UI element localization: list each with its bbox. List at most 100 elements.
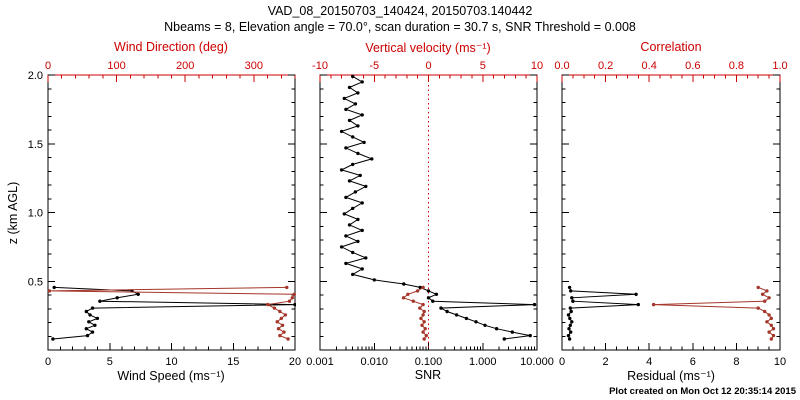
correlation-marker xyxy=(763,309,767,314)
wind-speed-marker xyxy=(136,292,140,296)
vertical-velocity-marker xyxy=(411,299,415,303)
wind-speed-marker xyxy=(85,333,90,338)
wind-speed-marker xyxy=(115,296,119,300)
wind-speed-marker xyxy=(84,327,89,331)
correlation-marker xyxy=(771,333,776,338)
correlation-marker xyxy=(767,330,771,334)
vertical-velocity-marker xyxy=(419,316,423,321)
x-tick-label: 0 xyxy=(45,356,51,368)
wind-direction-axis-title: Wind Direction (deg) xyxy=(114,40,228,54)
x-tick-label: 10 xyxy=(165,356,177,368)
snr-profile-marker xyxy=(510,330,514,334)
top-tick-label: 200 xyxy=(176,60,194,72)
correlation-marker xyxy=(756,306,760,310)
correlation-marker xyxy=(769,337,773,341)
vertical-velocity-marker xyxy=(418,306,422,310)
x-tick-label: 8 xyxy=(733,356,739,368)
vertical-velocity-line xyxy=(402,286,427,340)
wind-direction-marker xyxy=(292,292,296,296)
residual-marker xyxy=(570,320,574,324)
x-tick-label: 0.010 xyxy=(360,356,388,368)
snr-profile-marker xyxy=(474,320,478,324)
wind-speed-marker xyxy=(84,309,89,314)
wind-direction-marker xyxy=(278,333,282,338)
snr-profile-marker xyxy=(364,184,368,189)
vertical-velocity-marker xyxy=(421,313,425,317)
wind-speed-marker xyxy=(95,316,100,321)
panel-frame xyxy=(561,74,781,351)
top-tick-label: 10 xyxy=(531,60,543,72)
wind-speed-axis-title: Wind Speed (ms⁻¹) xyxy=(117,369,225,383)
correlation-marker xyxy=(767,296,771,300)
residual-marker xyxy=(566,333,571,338)
x-tick-label: 6 xyxy=(690,356,696,368)
snr-profile-marker xyxy=(360,80,364,84)
y-tick-label: 1.0 xyxy=(28,208,43,220)
wind-speed-line xyxy=(52,286,296,340)
x-tick-label: 0 xyxy=(559,356,565,368)
snr-profile-marker xyxy=(358,173,362,178)
vertical-velocity-marker xyxy=(401,296,406,300)
top-tick-label: 0 xyxy=(425,60,431,72)
wind-speed-marker xyxy=(90,306,95,310)
correlation-marker xyxy=(769,316,773,321)
wind-direction-marker xyxy=(290,296,294,300)
snr-profile-marker xyxy=(454,313,459,317)
wind-direction-marker xyxy=(47,289,52,293)
snr-profile-marker xyxy=(360,113,364,117)
snr-profile-marker xyxy=(344,195,348,200)
x-tick-label: 5 xyxy=(107,356,113,368)
x-tick-label: 2 xyxy=(603,356,609,368)
snr-profile-marker xyxy=(464,316,469,321)
plot-subtitle: Nbeams = 8, Elevation angle = 70.0°, sca… xyxy=(164,20,636,34)
y-tick-label: 2.0 xyxy=(28,70,43,82)
top-tick-label: -10 xyxy=(312,60,328,72)
residual-marker xyxy=(634,292,638,296)
snr-profile-marker xyxy=(347,118,352,123)
wind-direction-marker xyxy=(287,299,292,303)
snr-profile-marker xyxy=(351,74,355,79)
snr-profile-marker xyxy=(532,302,537,307)
vertical-velocity-marker xyxy=(421,330,425,334)
snr-profile-marker xyxy=(351,272,355,277)
top-tick-label: 300 xyxy=(245,60,263,72)
top-tick-label: 0.6 xyxy=(685,60,700,72)
residual-marker xyxy=(568,306,572,310)
snr-profile-marker xyxy=(351,162,355,167)
residual-marker xyxy=(571,299,575,303)
wind-direction-marker xyxy=(276,327,281,331)
x-tick-label: 20 xyxy=(289,356,301,368)
snr-profile-marker xyxy=(344,234,348,238)
plot-title: VAD_08_20150703_140424, 20150703.140442 xyxy=(267,4,533,18)
wind-direction-marker xyxy=(286,337,290,341)
residual-marker xyxy=(636,302,640,307)
vertical-velocity-marker xyxy=(406,292,410,296)
correlation-line xyxy=(653,286,775,340)
x-tick-label: 10 xyxy=(774,356,786,368)
vertical-velocity-marker xyxy=(422,309,426,314)
snr-profile-marker xyxy=(344,146,348,150)
snr-profile-marker xyxy=(347,85,352,90)
snr-profile-marker xyxy=(426,296,431,300)
correlation-marker xyxy=(769,323,773,327)
top-tick-label: -5 xyxy=(369,60,379,72)
correlation-marker xyxy=(771,327,776,331)
x-tick-label: 4 xyxy=(646,356,652,368)
snr-profile-marker xyxy=(360,267,364,271)
snr-profile-line xyxy=(340,75,535,340)
top-tick-label: 100 xyxy=(107,60,125,72)
vertical-velocity-marker xyxy=(421,285,425,290)
wind-direction-marker xyxy=(279,316,283,321)
wind-speed-marker xyxy=(88,313,92,317)
snr-profile-marker xyxy=(360,201,364,205)
snr-profile-marker xyxy=(402,282,406,286)
correlation-marker xyxy=(760,292,765,296)
wind-direction-marker xyxy=(285,285,289,290)
residual-marker xyxy=(569,330,573,334)
vertical-velocity-marker xyxy=(415,289,420,293)
top-tick-label: 0.4 xyxy=(642,60,657,72)
snr-profile-marker xyxy=(528,333,532,338)
correlation-marker xyxy=(767,313,771,317)
vertical-velocity-marker xyxy=(423,327,427,331)
